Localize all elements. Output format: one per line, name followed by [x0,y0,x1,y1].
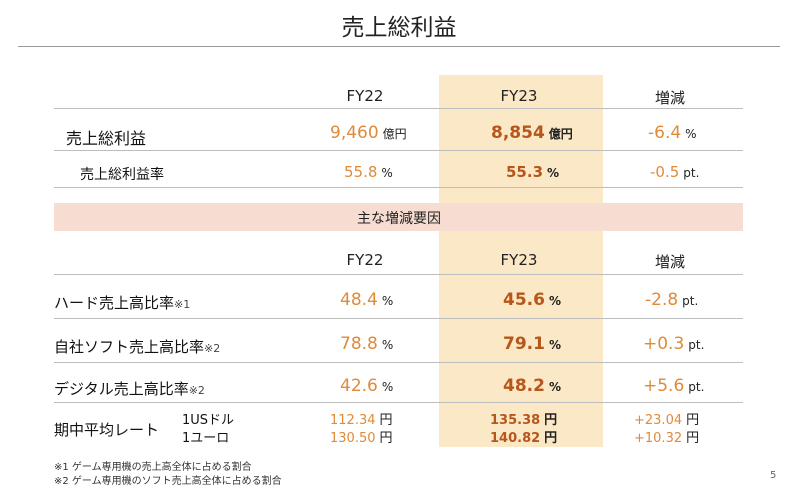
page-title: 売上総利益 [341,15,457,41]
first-party-software-ratio-fy22: 78.8% [340,334,393,354]
value: 42.6 [340,376,378,396]
column-header-fy23: FY23 [500,87,538,105]
gross-margin-fy22: 55.8% [344,162,393,181]
row-label-digital-ratio: デジタル売上高比率※2 [54,378,205,399]
unit: % [548,380,561,394]
section-band [54,203,743,231]
value: 55.8 [344,163,378,181]
column-header-change: 増減 [654,89,685,107]
first-party-software-ratio-change: +0.3 pt. [643,334,704,354]
title-divider [18,46,780,47]
unit: pt. [682,294,699,308]
value: 9,460 [330,123,379,143]
value: 55.3 [506,163,544,181]
fy23-highlight-column [439,75,603,447]
value: 48.4 [340,290,378,310]
footnote-1: ※1 ゲーム専用機の売上高全体に占める割合 [54,462,252,473]
unit: pt. [688,380,705,394]
unit: 円 [379,413,393,428]
value: 112.34 [330,413,376,428]
currency-eur: 1ユーロ [182,431,230,446]
hardware-ratio-change: -2.8 pt. [645,290,698,310]
digital-ratio-fy22: 42.6% [340,376,393,396]
unit: % [381,294,394,308]
row-label-exchange-rate: 期中平均レート [54,421,160,439]
value: 140.82 [490,431,541,446]
unit: pt. [688,338,705,352]
unit: 円 [686,431,700,446]
label-text: デジタル売上高比率 [54,380,189,398]
usd-rate-change: +23.04 円 [634,409,699,428]
footnote-2: ※2 ゲーム専用機のソフト売上高全体に占める割合 [54,476,282,487]
row-rule [54,362,743,363]
gross-profit-fy23: 8,854 億円 [491,123,573,143]
column-header-fy23: FY23 [500,251,538,269]
unit: % [381,380,394,394]
value: +23.04 [634,413,683,428]
value: +5.6 [643,376,685,396]
usd-rate-fy23: 135.38 円 [490,409,557,428]
value: 8,854 [491,123,545,143]
unit: 円 [379,431,393,446]
gross-margin-change: -0.5 pt. [650,162,699,181]
label-text: ハード売上高比率 [54,294,175,312]
eur-rate-fy23: 140.82 円 [490,427,557,446]
hardware-ratio-fy23: 45.6% [503,290,561,310]
value: +10.32 [634,431,683,446]
footnote-mark: ※2 [204,342,221,355]
digital-ratio-fy23: 48.2% [503,376,561,396]
label-text: 自社ソフト売上高比率 [54,338,205,356]
value: -0.5 [650,163,680,181]
row-rule [54,150,743,151]
unit: % [547,166,560,180]
gross-margin-fy23: 55.3% [506,162,559,181]
unit: % [381,166,393,180]
eur-rate-change: +10.32 円 [634,427,699,446]
eur-rate-fy22: 130.50 円 [330,427,393,446]
unit: 円 [544,431,558,446]
row-label-first-party-software-ratio: 自社ソフト売上高比率※2 [54,336,220,357]
value: -2.8 [645,290,679,310]
value: 130.50 [330,431,376,446]
row-label-hardware-ratio: ハード売上高比率※1 [54,292,190,313]
unit: 円 [544,413,558,428]
unit: % [381,338,394,352]
value: 45.6 [503,290,545,310]
row-label-gross-margin: 売上総利益率 [80,167,164,183]
unit: % [548,294,561,308]
value: 48.2 [503,376,545,396]
footnote-mark: ※2 [188,384,205,397]
unit: 億円 [548,127,573,141]
row-rule [54,187,743,188]
column-header-change: 増減 [654,253,685,271]
section-band-title: 主な増減要因 [357,211,441,227]
value: 79.1 [503,334,545,354]
column-header-fy22: FY22 [346,87,384,105]
hardware-ratio-fy22: 48.4% [340,290,393,310]
unit: pt. [683,166,700,180]
value: 78.8 [340,334,378,354]
first-party-software-ratio-fy23: 79.1% [503,334,561,354]
row-rule [54,402,743,403]
header-rule [54,108,743,109]
column-header-fy22: FY22 [346,251,384,269]
unit: % [685,127,697,141]
unit: % [548,338,561,352]
footnote-mark: ※1 [174,298,191,311]
digital-ratio-change: +5.6 pt. [643,376,704,396]
unit: 円 [686,413,700,428]
currency-usd: 1USドル [182,413,235,428]
usd-rate-fy22: 112.34 円 [330,409,393,428]
unit: 億円 [382,127,407,141]
header-rule [54,274,743,275]
value: +0.3 [643,334,685,354]
value: 135.38 [490,413,541,428]
gross-profit-fy22: 9,460 億円 [330,123,407,143]
value: -6.4 [648,123,682,143]
row-label-gross-profit: 売上総利益 [66,129,147,148]
gross-profit-change: -6.4% [648,123,697,143]
row-rule [54,318,743,319]
page-number: 5 [770,470,777,481]
